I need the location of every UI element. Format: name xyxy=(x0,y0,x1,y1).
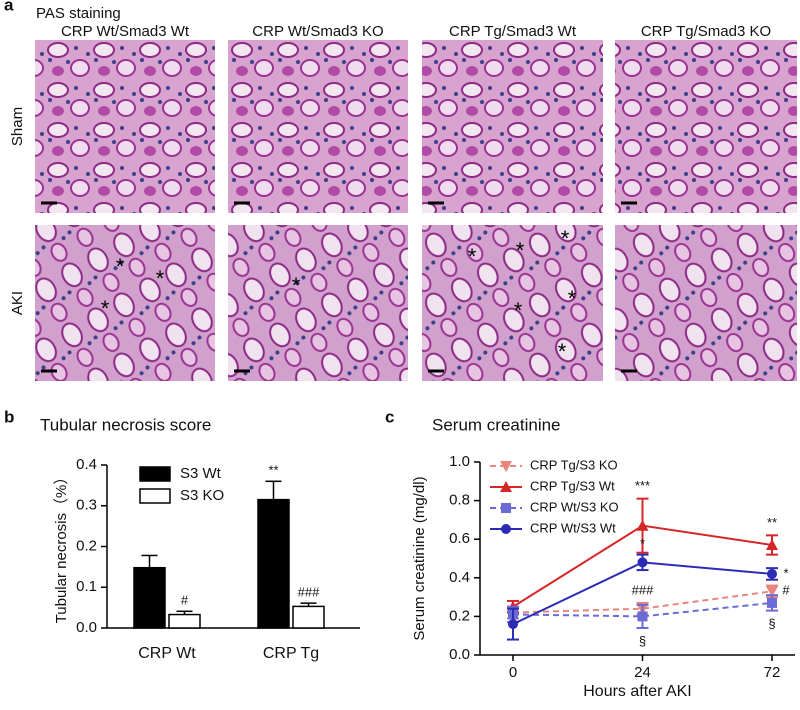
lesion-marker: * xyxy=(101,296,110,321)
column-header: CRP Wt/Smad3 KO xyxy=(252,23,383,40)
panel-title: PAS staining xyxy=(36,5,121,22)
legend-swatch xyxy=(139,488,171,504)
data-point xyxy=(637,557,648,568)
x-tick-label: CRP Tg xyxy=(263,645,319,662)
significance-label: ** xyxy=(268,463,278,478)
panel-letter: b xyxy=(4,407,14,426)
lesion-marker: * xyxy=(514,298,523,323)
series-line xyxy=(512,601,773,618)
y-tick-label: 0.1 xyxy=(76,578,97,595)
histology-image xyxy=(228,225,408,381)
panel-letter: a xyxy=(4,0,14,14)
panel-letter: c xyxy=(385,407,394,426)
legend-marker xyxy=(501,503,511,513)
histology-image xyxy=(422,225,603,381)
legend-marker xyxy=(500,481,512,492)
bar xyxy=(257,498,290,629)
column-header: CRP Tg/Smad3 KO xyxy=(641,23,771,40)
legend-label: S3 KO xyxy=(180,487,224,504)
significance-label: ### xyxy=(632,582,654,597)
legend-label: CRP Wt/S3 KO xyxy=(530,499,619,514)
row-label: AKI xyxy=(9,291,26,315)
lesion-marker: * xyxy=(516,238,525,263)
y-axis-label: Serum creatinine (mg/dl) xyxy=(411,476,428,640)
significance-label: § xyxy=(768,616,775,631)
x-tick-label: 72 xyxy=(764,664,781,681)
data-point xyxy=(637,611,648,622)
data-point xyxy=(508,619,518,630)
lesion-marker: * xyxy=(156,266,165,291)
y-tick-label: 0.2 xyxy=(76,537,97,554)
data-point xyxy=(636,519,649,531)
histology-image xyxy=(615,225,797,381)
legend-marker xyxy=(500,461,512,472)
series-line xyxy=(512,590,773,614)
y-tick-label: 0.0 xyxy=(76,619,97,636)
y-tick-label: 0.3 xyxy=(76,497,97,514)
y-axis-label: Tubular necrosis（%） xyxy=(53,470,70,624)
significance-label: § xyxy=(639,633,646,648)
lesion-marker: * xyxy=(116,254,125,279)
legend-swatch xyxy=(139,466,171,482)
data-point xyxy=(767,568,777,579)
lesion-marker: * xyxy=(468,244,477,269)
legend-marker xyxy=(501,524,511,534)
histology-image xyxy=(35,225,215,381)
significance-label: *** xyxy=(635,478,650,493)
y-tick-label: 0.4 xyxy=(76,456,97,473)
lesion-marker: * xyxy=(561,226,570,251)
significance-label: # xyxy=(782,583,790,598)
legend-label: CRP Tg/S3 Wt xyxy=(530,478,615,493)
lesion-marker: * xyxy=(558,339,567,364)
significance-label: * xyxy=(640,536,645,551)
histology-image xyxy=(615,40,797,213)
y-tick-label: 1.0 xyxy=(449,453,470,470)
data-point xyxy=(766,538,778,550)
legend-label: CRP Wt/S3 Wt xyxy=(530,520,616,535)
lesion-marker: * xyxy=(292,273,301,298)
y-tick-label: 0.4 xyxy=(449,569,470,586)
legend-label: S3 Wt xyxy=(180,465,222,482)
x-tick-label: 0 xyxy=(509,664,517,681)
significance-label: # xyxy=(181,593,189,608)
histology-image xyxy=(228,40,408,213)
histology-image xyxy=(35,40,215,213)
y-tick-label: 0.0 xyxy=(449,646,470,663)
significance-label: ** xyxy=(767,515,777,530)
row-label: Sham xyxy=(9,107,26,146)
bar xyxy=(133,566,166,629)
x-axis-label: Hours after AKI xyxy=(583,683,692,700)
histology-image xyxy=(422,40,603,213)
x-tick-label: CRP Wt xyxy=(138,645,196,662)
chart-title: Serum creatinine xyxy=(432,415,561,434)
data-point xyxy=(767,597,777,608)
y-tick-label: 0.8 xyxy=(449,492,470,509)
lesion-marker: * xyxy=(568,286,577,311)
y-tick-label: 0.2 xyxy=(449,607,470,624)
x-tick-label: 24 xyxy=(634,664,651,681)
bar xyxy=(292,605,325,629)
data-point xyxy=(766,586,778,598)
legend-label: CRP Tg/S3 KO xyxy=(530,457,618,472)
chart-title: Tubular necrosis score xyxy=(40,415,211,434)
bar xyxy=(168,613,201,629)
significance-label: ### xyxy=(298,585,320,600)
significance-label: * xyxy=(783,565,788,580)
column-header: CRP Tg/Smad3 Wt xyxy=(449,23,577,40)
column-header: CRP Wt/Smad3 Wt xyxy=(61,23,190,40)
y-tick-label: 0.6 xyxy=(449,530,470,547)
